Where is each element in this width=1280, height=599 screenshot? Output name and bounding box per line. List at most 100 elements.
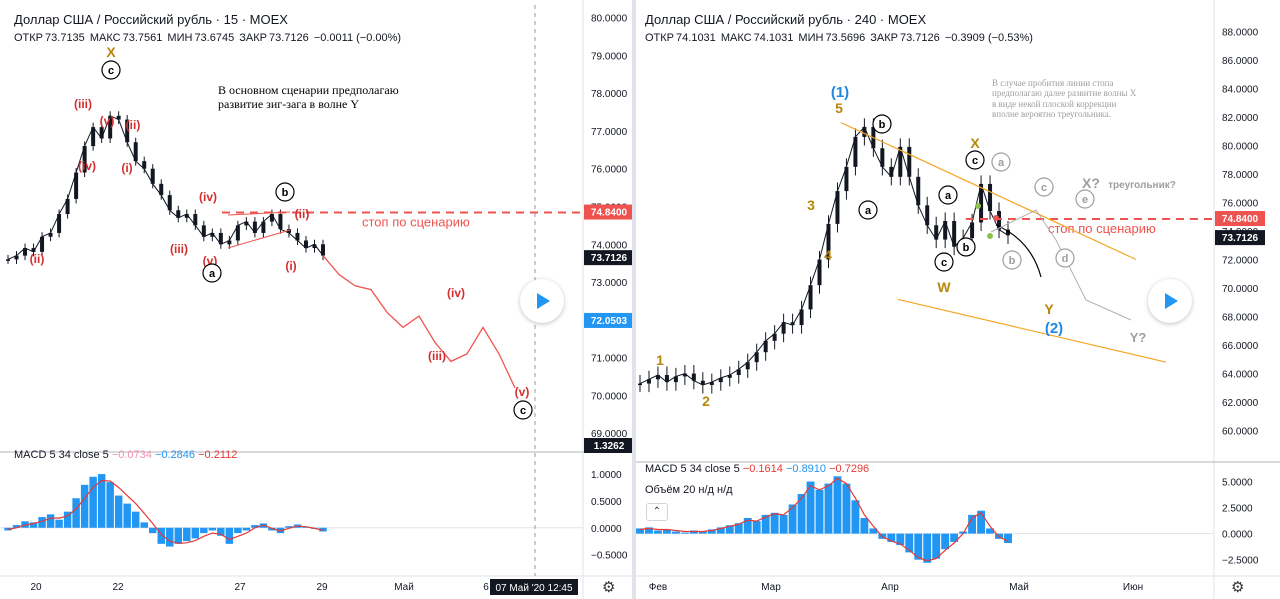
wave-label-circle (934, 252, 954, 272)
play-icon[interactable] (520, 279, 564, 323)
price-candle (201, 225, 206, 237)
close-value: 73.7126 (269, 32, 309, 44)
price-candle (700, 380, 705, 385)
play-icon[interactable] (1148, 279, 1192, 323)
wave-label: d (1062, 253, 1069, 265)
macd-histogram-bar (38, 517, 46, 528)
wave-label: (iv) (78, 159, 96, 173)
price-candle (853, 136, 858, 167)
low-label: МИН (798, 32, 824, 44)
macd-histogram-bar (148, 527, 157, 534)
collapse-chevron-icon[interactable]: ⌃ (646, 503, 668, 521)
chart-canvas-4h[interactable]: 88.0000 86.0000 84.0000 82.0000 80.0000 78.00… (636, 0, 1280, 599)
macd-histogram-bar (761, 514, 770, 534)
price-line (7, 115, 324, 260)
price-candle (817, 259, 822, 286)
price-candle (108, 115, 113, 139)
wave-label: c (108, 65, 114, 77)
macd-histogram-bar (114, 495, 123, 528)
channel-lower-line (897, 298, 1167, 363)
macd-histogram-bar (797, 494, 806, 534)
macd-histogram-bar (662, 529, 671, 534)
wave-label: (v) (100, 114, 115, 128)
close-value: 73.7126 (900, 32, 940, 44)
price-candle (799, 309, 804, 326)
macd-histogram-bar (851, 500, 860, 534)
x-tick-label: Июн (1123, 582, 1143, 593)
wave-label: a (209, 268, 216, 280)
price-badge-label: 73.7126 (591, 253, 628, 264)
y-tick-label: 82.0000 (1222, 113, 1259, 124)
price-candle (772, 333, 777, 341)
price-candle (727, 375, 732, 378)
wave-label: (1) (831, 84, 849, 101)
price-candle (709, 382, 714, 385)
price-candle (159, 183, 164, 196)
macd-histogram-bar (268, 527, 276, 531)
y-tick-label: 74.0000 (591, 240, 628, 251)
x-tick-label: 27 (234, 582, 246, 593)
chart-panel-15m[interactable]: 80.000079.000078.000077.000076.000075.00… (0, 0, 632, 599)
close-label: ЗАКР (870, 32, 898, 44)
y-tick-label: 78.0000 (591, 89, 628, 100)
high-label: МАКС (89, 32, 121, 44)
macd-histogram-bar (968, 514, 977, 534)
macd-histogram-bar (725, 525, 734, 534)
macd-histogram-bar (285, 526, 293, 528)
wedge-line (227, 229, 291, 249)
price-badge-label: 1.3262 (594, 441, 625, 452)
wave-label: (i) (285, 259, 296, 273)
high-label: МАКС (720, 32, 752, 44)
price-candle (261, 221, 266, 233)
stop-label: стоп по сценарию (1048, 221, 1156, 236)
macd-legend-value-3: −0.7296 (829, 463, 870, 475)
macd-y-tick-label: 0.0000 (1222, 530, 1253, 541)
chart-title: Доллар США / Российский рубль · 15 · MOE… (14, 12, 288, 27)
macd-histogram-bar (72, 498, 80, 528)
wave-label: e (1082, 194, 1088, 206)
price-candle (754, 352, 759, 363)
x-tick-label: 22 (112, 582, 124, 593)
macd-histogram-bar (645, 527, 653, 534)
volume-legend: Объём 20 н/д н/д (645, 484, 733, 496)
gear-icon[interactable]: ⚙ (1231, 579, 1245, 596)
macd-y-tick-label: 1.0000 (591, 470, 622, 481)
price-candle (907, 146, 912, 177)
macd-legend-value-3: −0.2112 (198, 449, 238, 461)
crosshair-time-label: 07 Май '20 12:45 (495, 583, 573, 594)
price-candle (943, 221, 948, 240)
macd-histogram-bar (140, 522, 148, 528)
wave-label-circle (101, 60, 121, 80)
price-candle (682, 373, 687, 377)
low-value: 73.6745 (194, 32, 235, 44)
macd-histogram-bar (63, 511, 72, 528)
price-candle (286, 229, 291, 233)
price-candle (844, 166, 849, 192)
price-candle (664, 375, 669, 383)
macd-histogram-bar (46, 514, 55, 528)
chart-canvas-15m[interactable]: 80.000079.000078.000077.000076.000075.00… (0, 0, 632, 599)
macd-histogram-bar (636, 528, 644, 534)
price-candle (718, 377, 723, 383)
gear-icon[interactable]: ⚙ (602, 579, 616, 596)
price-candle (184, 214, 189, 218)
macd-y-tick-label: −0.5000 (591, 551, 628, 562)
price-candle (790, 322, 795, 326)
price-candle (31, 248, 36, 252)
macd-legend-value-2: −0.8910 (785, 463, 827, 475)
macd-histogram-bar (131, 511, 140, 528)
macd-histogram-bar (680, 532, 689, 534)
x-tick-label: Май (1009, 582, 1029, 593)
price-badge (584, 312, 632, 328)
open-value: 74.1031 (676, 32, 716, 44)
macd-histogram-bar (986, 528, 994, 534)
price-candle (176, 210, 181, 218)
wave-label: 1 (656, 352, 664, 368)
y-tick-label: 70.0000 (1222, 284, 1259, 295)
macd-histogram-bar (752, 521, 761, 534)
macd-histogram-bar (671, 531, 680, 534)
price-candle (65, 198, 70, 215)
price-candle (745, 362, 750, 370)
y-tick-label: 69.0000 (591, 429, 628, 440)
chart-panel-4h[interactable]: 88.0000 86.0000 84.0000 82.0000 80.0000 78.00… (636, 0, 1280, 599)
